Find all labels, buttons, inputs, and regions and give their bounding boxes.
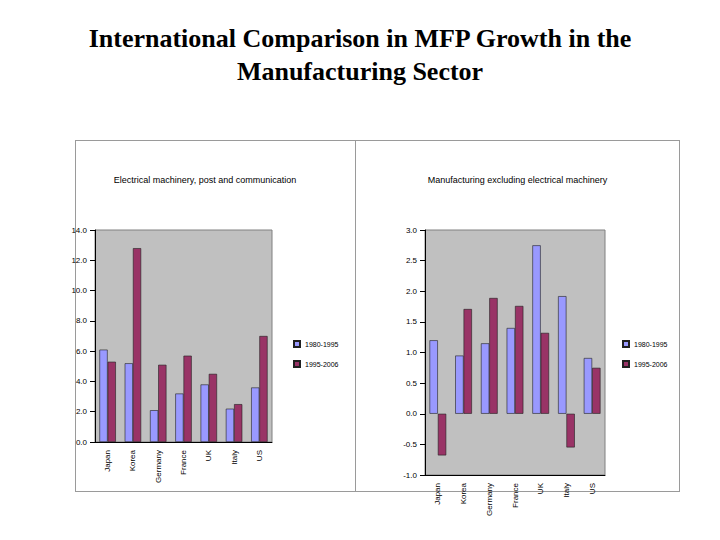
svg-text:10.0: 10.0 <box>71 286 87 295</box>
svg-text:0.0: 0.0 <box>406 409 418 418</box>
svg-text:2.0: 2.0 <box>406 287 418 296</box>
svg-text:3.0: 3.0 <box>406 226 418 235</box>
svg-text:1995-2006: 1995-2006 <box>305 361 339 368</box>
svg-text:Korea: Korea <box>128 449 137 471</box>
svg-text:Germany: Germany <box>485 483 494 516</box>
svg-text:Manufacturing excluding electr: Manufacturing excluding electrical machi… <box>428 175 608 185</box>
svg-text:-1.0: -1.0 <box>403 471 417 480</box>
svg-text:France: France <box>511 482 520 507</box>
svg-text:1.5: 1.5 <box>406 317 418 326</box>
svg-text:1980-1995: 1980-1995 <box>305 341 339 348</box>
html-text:International Comparison in MF: International Comparison in MFP Growth i… <box>88 24 632 86</box>
svg-text:France: France <box>179 449 188 474</box>
svg-text:US: US <box>588 483 597 494</box>
svg-text:-0.5: -0.5 <box>403 440 417 449</box>
svg-text:Japan: Japan <box>433 483 442 505</box>
svg-text:6.0: 6.0 <box>76 347 88 356</box>
svg-text:0.5: 0.5 <box>406 379 418 388</box>
svg-text:0.0: 0.0 <box>76 438 88 447</box>
svg-text:Korea: Korea <box>459 482 468 504</box>
svg-text:4.0: 4.0 <box>76 377 88 386</box>
svg-text:2.5: 2.5 <box>406 256 418 265</box>
svg-text:14.0: 14.0 <box>71 226 87 235</box>
svg-text:Japan: Japan <box>103 450 112 472</box>
svg-text:UK: UK <box>204 449 213 461</box>
svg-text:8.0: 8.0 <box>76 316 88 325</box>
svg-text:12.0: 12.0 <box>71 256 87 265</box>
svg-text:1980-1995: 1980-1995 <box>634 341 668 348</box>
svg-text:UK: UK <box>536 482 545 494</box>
svg-text:1995-2006: 1995-2006 <box>634 361 668 368</box>
svg-text:Germany: Germany <box>154 450 163 483</box>
svg-text:US: US <box>255 450 264 461</box>
svg-text:Italy: Italy <box>562 483 571 498</box>
svg-text:2.0: 2.0 <box>76 407 88 416</box>
svg-text:Italy: Italy <box>230 450 239 465</box>
svg-text:Electrical machinery, post and: Electrical machinery, post and communica… <box>114 175 296 185</box>
svg-text:1.0: 1.0 <box>406 348 418 357</box>
